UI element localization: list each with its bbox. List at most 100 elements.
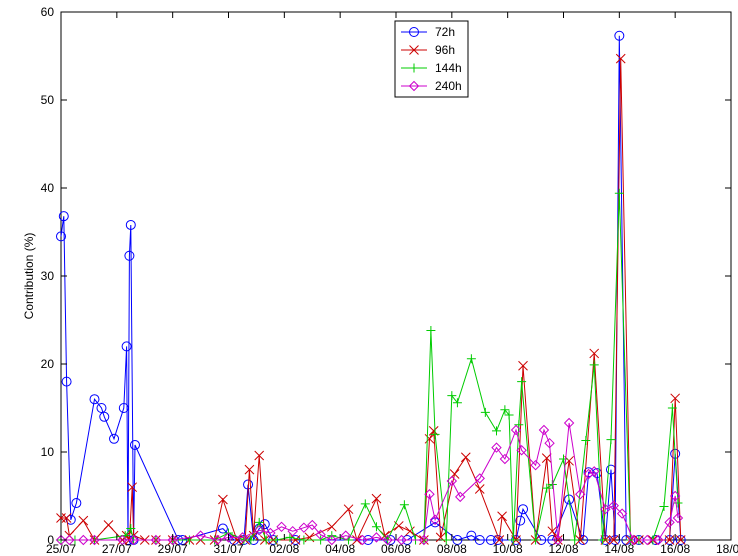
- data-point: [675, 535, 686, 545]
- data-point: [167, 534, 178, 546]
- x-tick-label: 29/07: [158, 542, 188, 556]
- data-point: [424, 489, 435, 500]
- data-point: [606, 435, 616, 445]
- data-point: [455, 491, 466, 503]
- y-tick-label: 40: [41, 181, 55, 195]
- data-point: [371, 493, 382, 504]
- data-point: [474, 473, 485, 484]
- data-point: [65, 514, 76, 525]
- data-point: [418, 534, 430, 546]
- data-point: [218, 494, 228, 505]
- data-point: [598, 535, 608, 545]
- data-point: [673, 498, 683, 508]
- data-point: [58, 211, 69, 222]
- data-point: [315, 529, 326, 540]
- data-point: [492, 426, 501, 436]
- data-point: [575, 489, 586, 500]
- data-point: [575, 535, 586, 545]
- data-point: [71, 498, 82, 509]
- legend-item-96h: 96h: [401, 43, 455, 57]
- data-point: [485, 535, 496, 545]
- data-point: [614, 30, 625, 41]
- data-point: [583, 468, 594, 480]
- data-point: [64, 534, 75, 546]
- data-point: [382, 534, 393, 546]
- data-point: [452, 535, 463, 545]
- data-point: [55, 534, 67, 546]
- data-point: [517, 377, 527, 387]
- data-point: [570, 535, 580, 545]
- data-point: [343, 504, 354, 515]
- data-point: [399, 500, 409, 510]
- x-tick-label: 14/08: [604, 542, 634, 556]
- x-tick-label: 06/08: [381, 542, 411, 556]
- data-point: [589, 466, 600, 477]
- data-point: [409, 63, 419, 73]
- data-point: [494, 535, 505, 545]
- legend-label: 240h: [435, 79, 462, 93]
- data-point: [447, 391, 457, 401]
- data-point: [127, 482, 138, 493]
- data-point: [510, 424, 522, 436]
- data-point: [508, 535, 518, 545]
- data-point: [628, 534, 639, 546]
- data-point: [408, 80, 420, 92]
- series-240h: [55, 417, 684, 546]
- axis-layer: 0 10 20 30 40 50 60 25/07 27/07 29/07 31/07 02/08 04…: [41, 5, 738, 556]
- data-point: [285, 532, 295, 542]
- data-point: [530, 459, 541, 471]
- data-point: [564, 494, 575, 505]
- legend-label: 144h: [435, 61, 462, 75]
- legend-label: 72h: [435, 25, 455, 39]
- data-point: [360, 499, 370, 509]
- data-point: [608, 500, 619, 511]
- data-point: [195, 530, 206, 541]
- data-point: [664, 535, 675, 545]
- data-point: [541, 453, 552, 464]
- x-tick-label: 18/08: [716, 542, 738, 556]
- data-point: [396, 534, 407, 546]
- data-point: [518, 504, 529, 515]
- data-point: [340, 530, 351, 541]
- data-point: [126, 524, 136, 534]
- data-point: [409, 45, 419, 55]
- data-point: [559, 454, 568, 464]
- data-point: [589, 360, 599, 370]
- y-tick-label: 30: [41, 269, 55, 283]
- data-point: [480, 407, 490, 417]
- data-point: [271, 535, 281, 545]
- data-point: [307, 519, 318, 531]
- data-point: [125, 219, 136, 230]
- data-point: [474, 535, 485, 545]
- data-point: [89, 394, 100, 405]
- data-point: [614, 188, 624, 198]
- data-point: [653, 534, 664, 546]
- data-point: [405, 526, 415, 537]
- y-tick-label: 60: [41, 5, 55, 19]
- data-point: [615, 53, 626, 64]
- data-point: [56, 231, 66, 242]
- data-point: [542, 483, 552, 493]
- data-point: [371, 522, 381, 532]
- data-point: [118, 403, 129, 413]
- data-point: [352, 535, 362, 545]
- data-point: [217, 523, 228, 534]
- data-point: [61, 513, 72, 523]
- data-point: [518, 360, 528, 371]
- data-point: [430, 429, 440, 439]
- legend: 72h 96h 144h 240h: [394, 20, 469, 98]
- data-point: [466, 354, 476, 364]
- data-point: [497, 511, 507, 522]
- data-point: [246, 535, 256, 545]
- data-point: [326, 534, 337, 546]
- data-point: [491, 442, 502, 453]
- x-tick-label: 02/08: [269, 542, 299, 556]
- plot-area: [60, 11, 732, 541]
- data-point: [357, 534, 368, 546]
- data-point: [409, 27, 419, 37]
- x-tick-label: 08/08: [437, 542, 467, 556]
- data-point: [237, 532, 248, 543]
- data-point: [429, 514, 441, 525]
- data-point: [672, 512, 684, 524]
- y-tick-label: 0: [47, 533, 54, 547]
